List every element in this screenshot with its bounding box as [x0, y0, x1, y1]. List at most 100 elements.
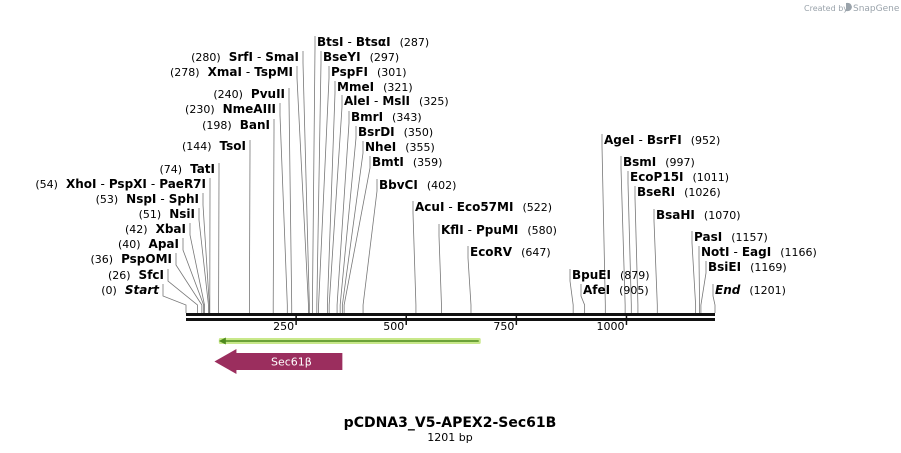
site-xbai[interactable]: (42) XbaI [125, 222, 186, 236]
site-bsahi-label: BsaHI (1070) [656, 208, 740, 222]
site-bsrdi-position: (350) [404, 126, 434, 139]
site-ecorv[interactable]: EcoRV (647) [470, 245, 551, 259]
site-pspomi-name-0: PspOMI [121, 252, 172, 266]
site-ecop15i-label: EcoP15I (1011) [630, 170, 729, 184]
site-ecorv-name-0: EcoRV [470, 245, 513, 259]
site-tati-name-0: TatI [190, 162, 215, 176]
site-bmti-leader [343, 156, 371, 313]
site-mmei[interactable]: MmeI (321) [337, 80, 413, 94]
site-bpuei[interactable]: BpuEI (879) [572, 268, 650, 282]
site-ecop15i[interactable]: EcoP15I (1011) [630, 170, 729, 184]
site-ecorv-label: EcoRV (647) [470, 245, 551, 259]
site-srfi[interactable]: (280) SrfI - SmaI [191, 50, 299, 64]
site-start[interactable]: (0) Start [101, 283, 160, 297]
site-srfi-name-1: SmaI [265, 50, 299, 64]
site-bpuei-leader [569, 269, 574, 313]
site-bseri[interactable]: BseRI (1026) [637, 185, 721, 199]
site-kfli[interactable]: KflI - PpuMI (580) [441, 223, 557, 237]
site-btsi-name-1: BtsαI [356, 35, 391, 49]
site-afei-label: AfeI (905) [583, 283, 649, 297]
site-alei[interactable]: AleI - MslI (325) [344, 94, 449, 108]
site-bsmi[interactable]: BsmI (997) [623, 155, 695, 169]
site-apai-position: (40) [118, 238, 141, 251]
site-xmai-name-0: XmaI [208, 65, 242, 79]
site-noti-name-0: NotI [701, 245, 730, 259]
site-bsahi-name-0: BsaHI [656, 208, 695, 222]
site-nmeaiii-position: (230) [185, 103, 215, 116]
site-nsii-name-0: NsiI [169, 207, 195, 221]
site-bmti[interactable]: BmtI (359) [372, 155, 442, 169]
site-alei-name-0: AleI [344, 94, 370, 108]
watermark-prefix: Created by [804, 4, 848, 13]
site-end-leader [712, 284, 716, 313]
site-nhei[interactable]: NheI (355) [365, 140, 435, 154]
site-pasi[interactable]: PasI (1157) [694, 230, 768, 244]
site-bpuei-position: (879) [620, 269, 650, 282]
site-xmai-label: (278) XmaI - TspMI [170, 65, 293, 79]
site-nspi-name-1: SphI [169, 192, 199, 206]
site-btsi[interactable]: BtsI - BtsαI (287) [317, 35, 429, 49]
site-apai[interactable]: (40) ApaI [118, 237, 179, 251]
site-mmei-position: (321) [383, 81, 413, 94]
bp-ruler: 250 500 750 1000 [273, 316, 628, 333]
site-pvuii-label: (240) PvuII [213, 87, 285, 101]
site-bsmi-leader [620, 156, 626, 313]
site-tsoi-position: (144) [182, 140, 212, 153]
map-length: 1201 bp [427, 431, 472, 444]
site-kfli-label: KflI - PpuMI (580) [441, 223, 557, 237]
site-srfi-leader [302, 51, 310, 313]
site-nmeaiii[interactable]: (230) NmeAIII [185, 102, 276, 116]
site-xhoi-label: (54) XhoI - PspXI - PaeR7I [35, 177, 206, 191]
site-end-position: (1201) [749, 284, 786, 297]
site-nspi-position: (53) [96, 193, 119, 206]
site-acui[interactable]: AcuI - Eco57MI (522) [415, 200, 552, 214]
site-nmeaiii-leader [279, 103, 288, 313]
site-afei[interactable]: AfeI (905) [583, 283, 649, 297]
site-bsrdi[interactable]: BsrDI (350) [358, 125, 433, 139]
site-bsrdi-label: BsrDI (350) [358, 125, 433, 139]
site-agei-name-1: BsrFI [647, 133, 682, 147]
site-pspomi[interactable]: (36) PspOMI [90, 252, 172, 266]
site-bani[interactable]: (198) BanI [202, 118, 270, 132]
site-pspfi[interactable]: PspFI (301) [331, 65, 407, 79]
tick-label-1000: 1000 [596, 320, 624, 333]
site-pvuii[interactable]: (240) PvuII [213, 87, 285, 101]
site-sfci[interactable]: (26) SfcI [108, 268, 164, 282]
site-bseyi[interactable]: BseYI (297) [323, 50, 399, 64]
site-acui-position: (522) [522, 201, 552, 214]
site-start-leader [162, 284, 187, 313]
site-bsahi[interactable]: BsaHI (1070) [656, 208, 740, 222]
site-kfli-separator: - [468, 223, 472, 237]
site-bpuei-label: BpuEI (879) [572, 268, 650, 282]
site-nsii-leader [198, 208, 209, 313]
site-bsiei[interactable]: BsiEI (1169) [708, 260, 787, 274]
site-tati[interactable]: (74) TatI [159, 162, 215, 176]
watermark: Created by SnapGene [804, 2, 900, 14]
cds-arrow-sec61b[interactable] [214, 349, 343, 374]
site-srfi-separator: - [257, 50, 261, 64]
site-bpuei-name-0: BpuEI [572, 268, 611, 282]
site-bsiei-leader [700, 261, 707, 313]
site-mmei-leader [326, 81, 336, 313]
site-bsahi-leader [653, 209, 658, 313]
site-bbvci[interactable]: BbvCI (402) [379, 178, 456, 192]
site-btsi-position: (287) [400, 36, 430, 49]
site-xmai[interactable]: (278) XmaI - TspMI [170, 65, 293, 79]
site-bmri[interactable]: BmrI (343) [351, 110, 422, 124]
site-end[interactable]: End (1201) [715, 283, 786, 297]
tick-label-500: 500 [383, 320, 404, 333]
site-agei[interactable]: AgeI - BsrFI (952) [604, 133, 720, 147]
site-apai-label: (40) ApaI [118, 237, 179, 251]
site-bani-name-0: BanI [240, 118, 270, 132]
site-bbvci-name-0: BbvCI [379, 178, 418, 192]
site-pspfi-position: (301) [377, 66, 407, 79]
site-noti-position: (1166) [780, 246, 817, 259]
site-acui-name-0: AcuI [415, 200, 444, 214]
site-xhoi[interactable]: (54) XhoI - PspXI - PaeR7I [35, 177, 206, 191]
site-tsoi[interactable]: (144) TsoI [182, 139, 246, 153]
site-noti[interactable]: NotI - EagI (1166) [701, 245, 817, 259]
site-bsahi-position: (1070) [704, 209, 741, 222]
site-nspi[interactable]: (53) NspI - SphI [96, 192, 199, 206]
restriction-sites: (0) Start(26) SfcI (36) PspOMI(40) ApaI(42) Xb… [35, 35, 816, 297]
site-nsii[interactable]: (51) NsiI [139, 207, 195, 221]
